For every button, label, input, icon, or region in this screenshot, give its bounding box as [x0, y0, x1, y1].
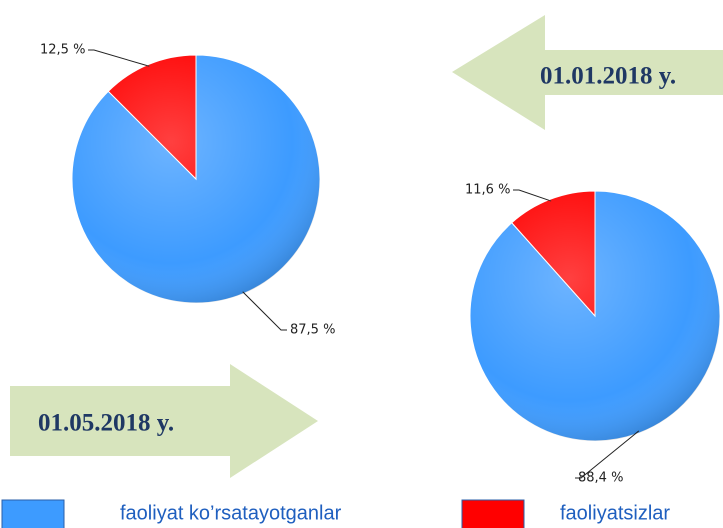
leader-line: [242, 291, 287, 331]
value-label: 87,5 %: [290, 323, 335, 338]
value-label: 88,4 %: [578, 471, 623, 486]
legend-swatch: [1, 499, 65, 528]
legend-label: faoliyatsizlar: [560, 502, 670, 524]
value-label: 12,5 %: [40, 43, 85, 58]
arrow-right: [10, 364, 318, 478]
arrow-left: [452, 15, 723, 130]
leader-line: [88, 49, 150, 67]
legend-swatch: [461, 499, 525, 528]
leader-line: [513, 189, 552, 202]
date-annotation: 01.05.2018 y.: [38, 410, 174, 437]
leader-line: [575, 430, 640, 479]
date-annotation: 01.01.2018 y.: [540, 63, 676, 90]
legend-label: faoliyat ko’rsatayotganlar: [120, 502, 342, 524]
value-label: 11,6 %: [465, 183, 510, 198]
